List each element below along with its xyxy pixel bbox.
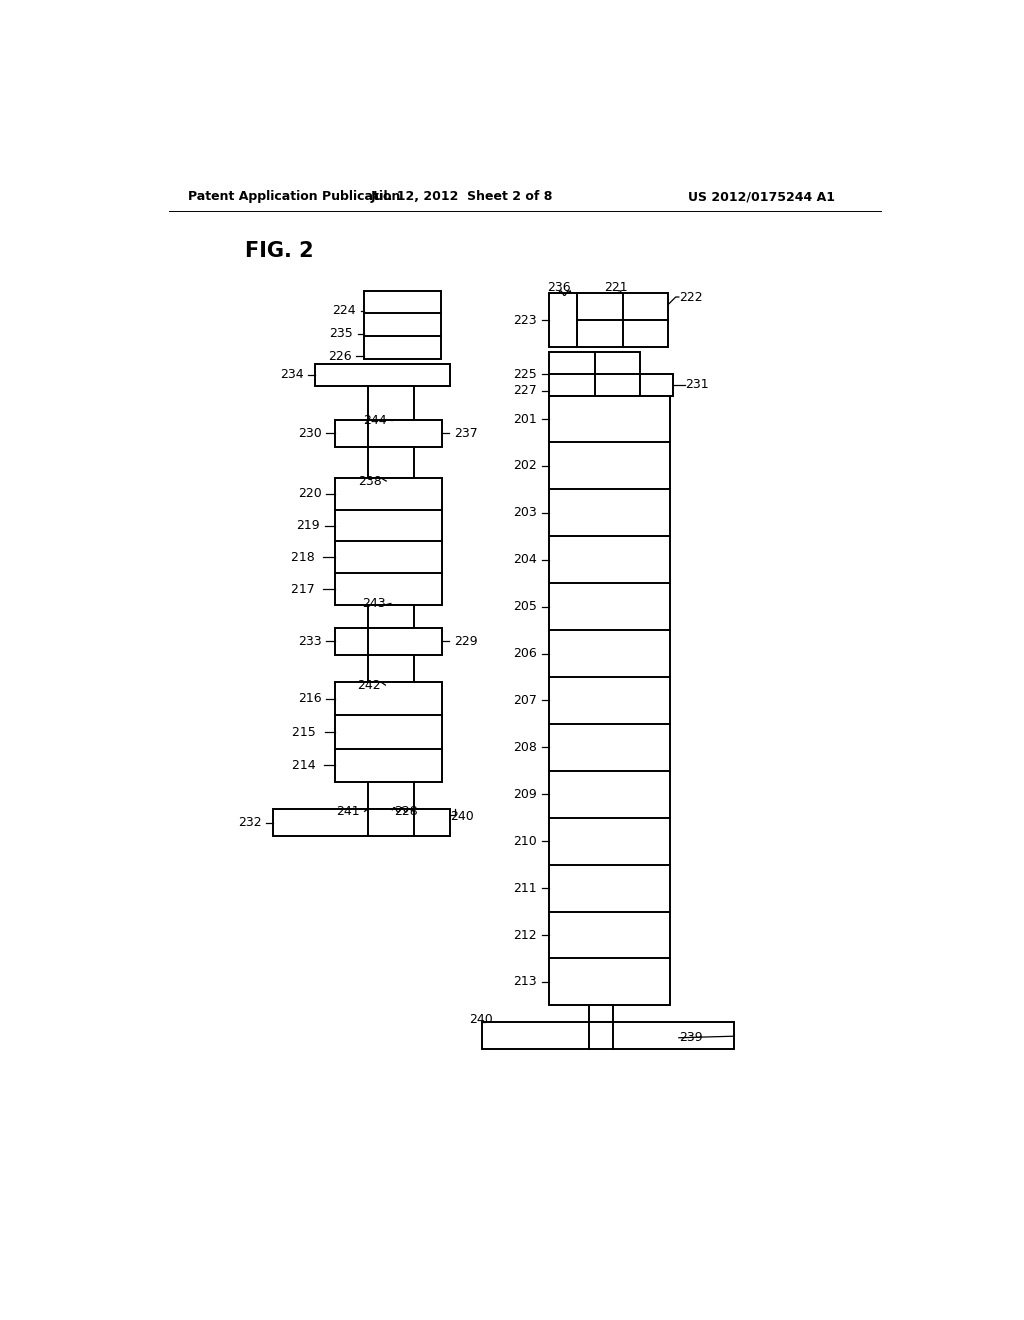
Bar	[590, 1006, 612, 1022]
Text: 226: 226	[328, 350, 351, 363]
Bar	[368, 781, 414, 809]
Text: 204: 204	[513, 553, 538, 566]
Bar	[368, 385, 414, 420]
Text: 227: 227	[513, 384, 538, 397]
Bar	[273, 809, 451, 836]
Text: 240: 240	[451, 810, 474, 824]
Bar	[368, 447, 414, 478]
Bar	[368, 605, 414, 628]
Text: 237: 237	[454, 426, 478, 440]
Text: 232: 232	[238, 816, 261, 829]
Bar	[335, 682, 442, 781]
Text: 211: 211	[513, 882, 538, 895]
Text: 212: 212	[513, 928, 538, 941]
Text: 223: 223	[513, 314, 538, 326]
Bar	[578, 293, 668, 347]
Text: 222: 222	[679, 290, 702, 304]
Bar	[481, 1022, 734, 1049]
Text: 224: 224	[333, 305, 356, 317]
Bar	[364, 290, 441, 359]
Text: 235: 235	[330, 327, 353, 341]
Text: 236: 236	[547, 281, 570, 294]
Text: 208: 208	[513, 741, 538, 754]
Bar	[335, 628, 442, 655]
Text: 202: 202	[513, 459, 538, 473]
Bar	[335, 420, 442, 447]
Text: 213: 213	[513, 975, 538, 989]
Text: 240: 240	[469, 1012, 493, 1026]
Text: 205: 205	[513, 601, 538, 614]
Text: 218: 218	[291, 550, 318, 564]
Text: 230: 230	[298, 426, 322, 440]
Text: 203: 203	[513, 507, 538, 519]
Text: 231: 231	[685, 379, 709, 391]
Text: 210: 210	[513, 834, 538, 847]
Text: 201: 201	[513, 413, 538, 425]
Text: US 2012/0175244 A1: US 2012/0175244 A1	[688, 190, 836, 203]
Text: 209: 209	[513, 788, 538, 801]
Text: 206: 206	[513, 647, 538, 660]
Text: 225: 225	[513, 367, 538, 380]
Text: 215: 215	[292, 726, 319, 739]
Text: FIG. 2: FIG. 2	[245, 240, 313, 261]
Text: Jul. 12, 2012  Sheet 2 of 8: Jul. 12, 2012 Sheet 2 of 8	[371, 190, 553, 203]
Text: 241: 241	[337, 805, 360, 818]
Text: 216: 216	[298, 692, 322, 705]
Text: 243: 243	[362, 597, 386, 610]
Text: 234: 234	[281, 368, 304, 381]
Text: 219: 219	[296, 519, 319, 532]
Text: 244: 244	[364, 413, 387, 426]
Text: Patent Application Publication: Patent Application Publication	[188, 190, 400, 203]
Bar	[550, 352, 640, 396]
Bar	[315, 364, 451, 385]
Text: 207: 207	[513, 694, 538, 708]
Bar	[550, 396, 670, 1006]
Text: 220: 220	[298, 487, 322, 500]
Bar	[368, 655, 414, 682]
Text: 228: 228	[394, 805, 418, 818]
Bar	[550, 293, 578, 347]
Text: 217: 217	[291, 582, 318, 595]
Text: 242: 242	[357, 678, 381, 692]
Text: 229: 229	[454, 635, 477, 648]
Text: 221: 221	[604, 281, 628, 294]
Bar	[335, 478, 442, 605]
Text: 238: 238	[357, 474, 382, 487]
Text: 239: 239	[679, 1031, 702, 1044]
Bar	[640, 374, 673, 396]
Text: 233: 233	[298, 635, 322, 648]
Text: 214: 214	[292, 759, 319, 772]
